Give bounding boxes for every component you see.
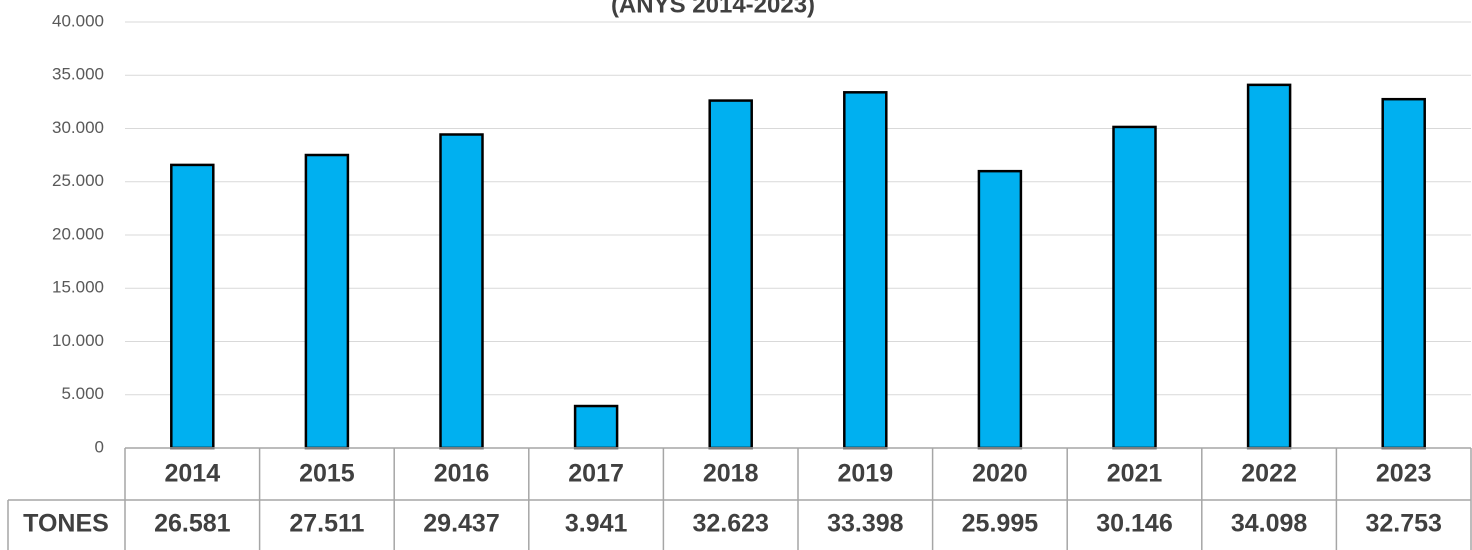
- x-tick-label: 2022: [1241, 460, 1297, 488]
- x-tick-label: 2019: [837, 460, 893, 488]
- bar: [304, 153, 350, 450]
- data-table-value: 27.511: [289, 510, 364, 538]
- x-tick-label: 2018: [703, 460, 759, 488]
- bar: [573, 404, 619, 450]
- y-tick-label: 25.000: [52, 171, 104, 190]
- x-tick-label: 2015: [299, 460, 355, 488]
- x-tick-label: 2017: [568, 460, 624, 488]
- chart-title: (ANYS 2014-2023): [611, 0, 815, 18]
- x-tick-label: 2021: [1107, 460, 1163, 488]
- y-tick-label: 10.000: [52, 331, 104, 350]
- data-table-value: 3.941: [565, 510, 628, 538]
- bar: [1246, 83, 1292, 450]
- y-tick-label: 0: [95, 437, 104, 456]
- y-tick-label: 15.000: [52, 278, 104, 297]
- bar: [1381, 97, 1426, 450]
- y-tick-label: 30.000: [52, 118, 104, 137]
- data-table-value: 32.753: [1365, 510, 1441, 538]
- data-table-value: 34.098: [1231, 510, 1308, 538]
- bar: [439, 133, 484, 450]
- x-tick-label: 2020: [972, 460, 1028, 488]
- y-tick-label: 20.000: [52, 224, 104, 243]
- x-tick-label: 2016: [434, 460, 490, 488]
- data-table-value: 29.437: [423, 510, 499, 538]
- bar: [843, 91, 888, 450]
- bar: [1112, 125, 1157, 450]
- x-tick-label: 2014: [164, 460, 220, 488]
- bar: [708, 99, 753, 450]
- data-table-value: 26.581: [154, 510, 231, 538]
- legend-label: TONES: [23, 510, 109, 538]
- y-tick-label: 35.000: [52, 65, 104, 84]
- data-table-value: 32.623: [692, 510, 768, 538]
- y-tick-label: 40.000: [52, 11, 104, 30]
- data-table-value: 33.398: [827, 510, 904, 538]
- data-table-value: 30.146: [1096, 510, 1172, 538]
- bar: [170, 163, 215, 450]
- bar: [977, 169, 1023, 450]
- y-tick-label: 5.000: [61, 384, 104, 403]
- x-tick-label: 2023: [1376, 460, 1432, 488]
- data-table-value: 25.995: [962, 510, 1039, 538]
